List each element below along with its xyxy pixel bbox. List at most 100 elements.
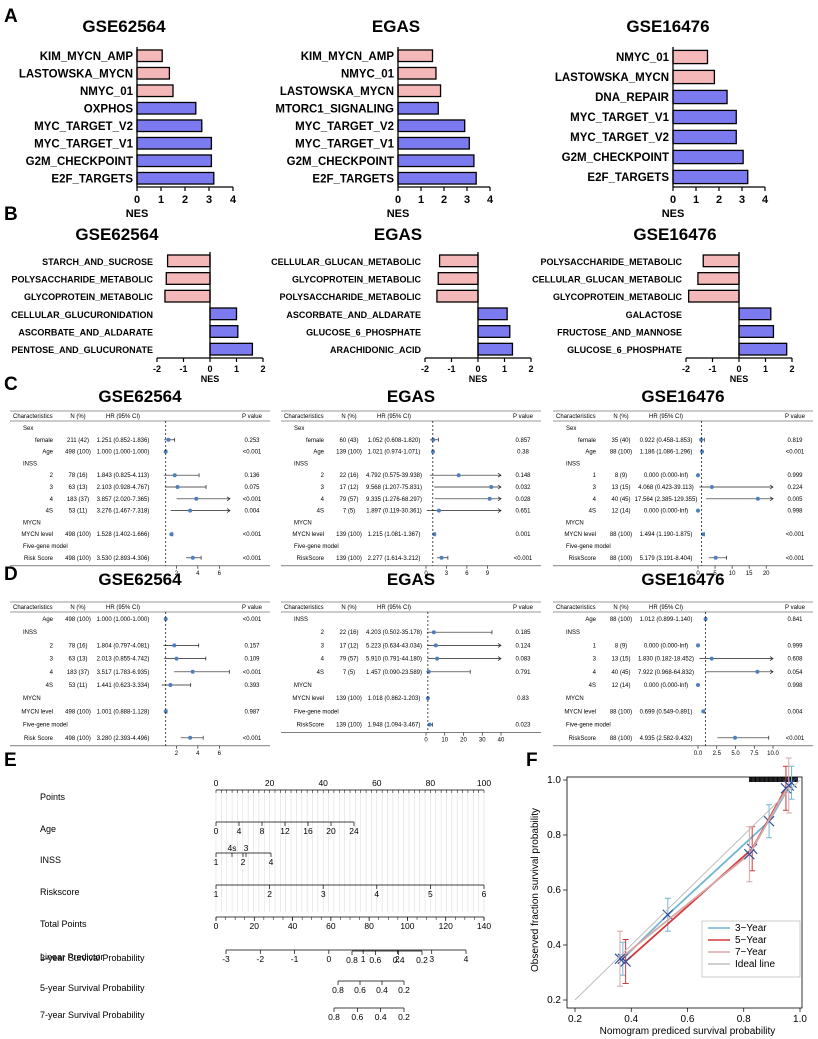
nomogram-row-label: Total Points — [40, 919, 87, 929]
panel_c-col-header: HR (95% CI) — [106, 414, 140, 420]
panel-d-forest-plots: GSE62564 Characteristics N (%) HR (95% CI) P… — [10, 570, 813, 757]
panel_d-row-p: <0.001 — [243, 617, 262, 623]
panel_d-row-characteristic: MYCN level — [292, 696, 324, 702]
panel_c-row-characteristic: 2 — [50, 473, 54, 479]
calibration-x-tick-label: 0.2 — [568, 1014, 582, 1025]
panel_c-row-hr: 4.068 (0.423-39.113) — [638, 485, 694, 491]
panel_d-axis-tick-label: 10 — [441, 738, 448, 744]
panel_c-row-characteristic: 1 — [593, 473, 597, 479]
nomogram-tick-label: 80 — [426, 778, 436, 788]
panel_c-row-n: 88 (100) — [610, 450, 632, 456]
panel_b-tick-label: 0 — [736, 364, 741, 374]
panel_b-tick-label: -1 — [179, 364, 187, 374]
panel_c-row-hr: 4.792 (0.575-39.938) — [366, 473, 422, 479]
panel_d-axis-tick-label: 0 — [424, 738, 428, 744]
nomogram-tick-label: 0.8 — [346, 955, 358, 965]
panel_d-row-p: 0.004 — [787, 709, 803, 715]
panel_d-row-n: 63 (13) — [68, 657, 87, 663]
panel_c-ci-arrow — [497, 484, 502, 490]
panel_b-tick-label: -2 — [153, 364, 161, 374]
panel_c-row-characteristic: Five-gene model — [294, 544, 339, 550]
nomogram-tick-label: 4 — [374, 889, 379, 899]
panel_c-row-characteristic: female — [35, 438, 54, 444]
panel_c-row-p: 0.075 — [244, 485, 260, 491]
panel_a-bar-label: E2F_TARGETS — [312, 173, 394, 185]
nomogram-tick-label: 24 — [349, 826, 359, 836]
panel_d-row-n: 8 (9) — [615, 643, 627, 649]
panel_b-bar — [477, 342, 514, 356]
panel_c-row-p: 0.651 — [515, 509, 531, 515]
panel_b-bar — [164, 289, 211, 303]
panel_c-estimate-point — [175, 485, 180, 489]
panel_c-row-n: 139 (100) — [336, 532, 362, 538]
panel_b-bar — [697, 272, 740, 285]
panel_c-row-p: 0.136 — [244, 473, 260, 479]
panel_d-estimate-point — [435, 656, 440, 661]
panel_c-row-n: 7 (5) — [343, 509, 355, 515]
panel_d-row-n: 139 (100) — [336, 723, 362, 729]
nomogram-tick-label: 0.4 — [376, 985, 388, 995]
panel_c-row-n: 183 (37) — [67, 497, 89, 503]
panel_b-bar — [477, 307, 508, 321]
panel_c-row-characteristic: Sex — [294, 426, 304, 432]
panel_b-tick-label: 1 — [234, 364, 239, 374]
panel_c-row-characteristic: RiskScore — [569, 556, 597, 562]
panel_c-row-p: 0.998 — [787, 509, 803, 515]
panel_a-bar-label: G2M_CHECKPOINT — [26, 156, 133, 168]
nomogram-tick-label: 140 — [477, 921, 491, 931]
panel_c-row-characteristic: MYCN level — [21, 532, 53, 538]
panel_c-row-characteristic: MYCN — [294, 520, 312, 526]
panel_c-row-characteristic: MYCN — [23, 520, 41, 526]
panel_d-row-hr: 1.001 (0.888-1.128) — [97, 709, 150, 715]
panel_a-bar — [672, 169, 749, 185]
panel_d-col-header: N (%) — [341, 605, 356, 611]
nomogram-tick-label: 20 — [250, 921, 260, 931]
panel_a-bar-label: MYC_TARGET_V2 — [570, 132, 669, 144]
calibration-legend-label: 5−Year — [735, 935, 767, 946]
panel_b-bar — [166, 254, 211, 268]
panel_d-row-p: 0.999 — [787, 643, 803, 649]
panel_d-row-p: 0.998 — [787, 683, 803, 689]
panel_d-row-characteristic: Age — [585, 617, 596, 623]
panel_c-row-p: 0.819 — [787, 438, 803, 444]
panel_d-row-hr: 1.948 (1.094-3.467) — [368, 723, 421, 729]
nomogram-tick-label: 0.4 — [393, 955, 405, 965]
panel_a-bar-label: KIM_MYCN_AMP — [40, 51, 134, 63]
calibration-legend-label: Ideal line — [735, 959, 775, 970]
panel_d-row-p: 0.608 — [787, 657, 803, 663]
panel_c-axis-tick-label: 0 — [696, 571, 700, 577]
panel_c-row-p: 0.001 — [515, 532, 531, 538]
panel_a-bar-label: NMYC_01 — [80, 86, 134, 98]
panel_d-row-p: 0.124 — [515, 643, 531, 649]
panel_c-row-characteristic: 4 — [321, 497, 325, 503]
nomogram-tick-label: -3 — [222, 954, 230, 964]
panel-label-b: B — [4, 204, 18, 225]
nomogram-tick-label: 4 — [269, 857, 274, 867]
panel_d-estimate-point — [426, 669, 431, 674]
panel_b-chart-title: GSE62564 — [75, 225, 159, 244]
panel_a-bar-label: E2F_TARGETS — [587, 172, 669, 184]
nomogram-tick-label: 40 — [318, 778, 328, 788]
panel_c-row-characteristic: RiskScore — [297, 556, 325, 562]
panel_c-row-hr: 2.277 (1.614-3.212) — [368, 556, 421, 562]
panel_a-bar — [672, 149, 744, 165]
panel_d-row-p: 0.185 — [515, 630, 531, 636]
panel_d-row-hr: 5.910 (0.791-44.180) — [366, 657, 422, 663]
panel_d-row-p: 0.109 — [244, 657, 260, 663]
panel_c-row-hr: 2.103 (0.928-4.767) — [97, 485, 150, 491]
nomogram-row-label: 5-year Survival Probability — [40, 983, 145, 993]
panel_b-xlabel: NES — [201, 374, 220, 384]
calibration-x-tick-label: 0.6 — [681, 1014, 695, 1025]
panel_c-row-hr: 9.568 (1.207-75.831) — [366, 485, 422, 491]
panel_d-col-header: P value — [242, 605, 263, 611]
panel_d-row-n: 79 (57) — [339, 657, 358, 663]
calibration-y-tick-label: 1.0 — [547, 775, 561, 786]
nomogram-tick-label: -1 — [291, 954, 299, 964]
nomogram-row-label: 3-year Survival Probability — [40, 953, 145, 963]
nomogram-tick-label: 1 — [214, 857, 219, 867]
panel_c-row-p: 0.028 — [515, 497, 531, 503]
panel_d-row-hr: 3.280 (2.393-4.496) — [97, 736, 150, 742]
nomogram-row-label: Riskscore — [40, 887, 80, 897]
panel_b-bar — [165, 272, 211, 285]
panel_c-axis-tick-label: 20 — [763, 571, 770, 577]
